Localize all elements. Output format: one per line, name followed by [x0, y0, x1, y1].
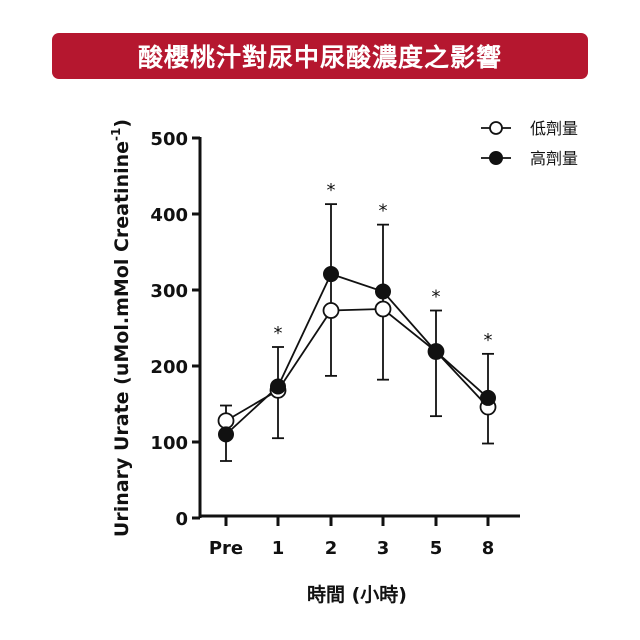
filled-circle-icon	[489, 151, 503, 165]
filled-circle-marker	[218, 426, 234, 443]
open-circle-marker	[322, 302, 340, 319]
filled-circle-marker	[270, 378, 286, 395]
chart-title: 酸櫻桃汁對尿中尿酸濃度之影響	[137, 43, 502, 72]
x-axis-title: 時間 (小時)	[307, 584, 407, 606]
asterisk-icon: *	[484, 330, 493, 351]
y-tick-label: 100	[150, 433, 188, 454]
x-axis-ticks: Pre 1 2 3 5 8	[209, 517, 494, 559]
chart-title-banner: 酸櫻桃汁對尿中尿酸濃度之影響	[52, 33, 588, 79]
y-tick-label: 300	[150, 281, 188, 302]
asterisk-icon: *	[274, 323, 283, 344]
filled-circle-marker	[480, 389, 496, 406]
y-axis-ticks: 0 100 200 300 400 500	[150, 129, 200, 530]
x-tick-label: 2	[325, 538, 338, 559]
y-tick-label: 400	[150, 205, 188, 226]
y-tick-label: 500	[150, 129, 188, 150]
open-circle-icon	[489, 121, 503, 135]
x-tick-label: Pre	[209, 538, 243, 559]
filled-circle-marker	[323, 266, 339, 283]
filled-circle-marker	[428, 343, 444, 360]
open-circle-marker	[374, 300, 392, 318]
y-axis-title: Urinary Urate (uMol.mMol Creatinine-1)	[109, 119, 133, 537]
filled-circle-marker	[375, 283, 391, 300]
asterisk-icon: *	[327, 180, 336, 201]
y-tick-label: 200	[150, 357, 188, 378]
svg-text:Urinary Urate (uMol.mMol Creat: Urinary Urate (uMol.mMol Creatinine-1)	[109, 119, 133, 537]
legend: 低劑量 高劑量	[481, 119, 578, 168]
x-tick-label: 5	[430, 538, 443, 559]
legend-item-high-dose: 高劑量	[481, 149, 578, 168]
significance-markers: * * * * *	[274, 180, 493, 351]
y-tick-label: 0	[175, 509, 188, 530]
asterisk-icon: *	[379, 201, 388, 222]
asterisk-icon: *	[432, 287, 441, 308]
x-tick-label: 1	[272, 538, 285, 559]
x-tick-label: 8	[482, 538, 495, 559]
open-circle-marker	[217, 412, 235, 430]
series-markers	[217, 266, 497, 443]
legend-item-low-dose: 低劑量	[481, 119, 578, 138]
legend-label: 低劑量	[530, 119, 578, 138]
x-tick-label: 3	[377, 538, 390, 559]
error-bars	[220, 203, 494, 462]
series-lines	[225, 272, 489, 436]
legend-label: 高劑量	[530, 149, 578, 168]
